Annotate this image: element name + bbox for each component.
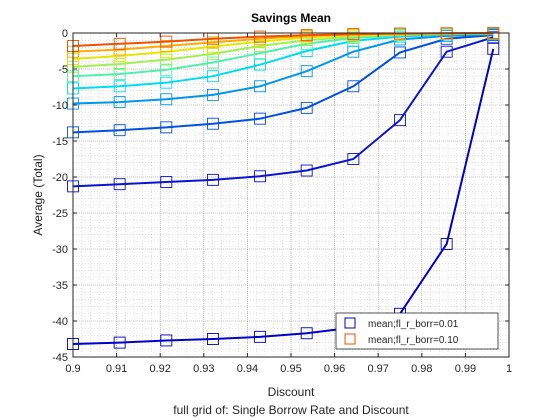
series-marker <box>160 93 173 106</box>
series-marker <box>300 327 313 340</box>
series-marker <box>440 45 453 58</box>
series-marker <box>254 330 266 343</box>
series-line <box>72 48 495 346</box>
series-marker <box>207 88 219 101</box>
y-tick-label: -15 <box>52 136 68 148</box>
series-line <box>72 36 494 188</box>
series-marker <box>254 58 266 71</box>
series-marker <box>160 334 173 347</box>
series-marker <box>113 58 126 70</box>
series-marker <box>113 336 126 349</box>
x-tick-label: 0.98 <box>411 363 432 375</box>
x-tick-label: 0.94 <box>237 363 258 375</box>
series-marker <box>394 46 406 59</box>
legend-box <box>335 312 499 350</box>
x-tick-label: 0.96 <box>324 363 345 375</box>
legend-marker <box>344 333 356 345</box>
series-marker <box>440 238 453 250</box>
series-marker <box>254 170 266 183</box>
x-axis-label: Discount <box>268 385 315 399</box>
y-tick-label: -25 <box>52 208 68 220</box>
series-marker <box>160 53 173 66</box>
chart-title: Savings Mean <box>251 11 331 25</box>
y-tick-label: -20 <box>52 172 68 184</box>
series-marker <box>113 37 126 50</box>
x-tick-label: 0.93 <box>193 363 214 375</box>
series-marker <box>347 153 360 165</box>
series-marker <box>347 80 360 93</box>
series-marker <box>207 56 219 69</box>
series-marker <box>254 112 266 125</box>
legend: mean;fl_r_borr=0.01 mean;fl_r_borr=0.10 <box>335 312 499 350</box>
x-tick-label: 0.92 <box>149 363 170 375</box>
y-tick-label: -30 <box>52 244 68 256</box>
x-tick-label: 0.9 <box>65 363 80 375</box>
series-marker <box>254 30 266 43</box>
y-axis: 0 -5 -10 -15 -20 -25 -30 -35 -40 -45 <box>52 28 509 364</box>
x-tick-label: 0.91 <box>106 363 127 375</box>
series-marker <box>113 124 126 137</box>
series-marker <box>300 65 313 78</box>
legend-marker <box>344 317 356 329</box>
series-marker <box>160 176 173 188</box>
x-tick-label: 0.95 <box>280 363 301 375</box>
series-marker <box>207 333 219 345</box>
series-marker <box>254 80 266 93</box>
y-tick-label: -10 <box>52 100 68 112</box>
legend-entry: mean;fl_r_borr=0.01 <box>368 319 459 330</box>
series-marker <box>347 28 360 41</box>
series-marker <box>160 35 173 48</box>
y-axis-label: Average (Total) <box>31 154 45 235</box>
series-marker <box>113 80 126 93</box>
series-marker <box>254 47 266 60</box>
series-marker <box>487 42 500 55</box>
series-line <box>72 34 494 134</box>
series-marker <box>113 96 126 109</box>
x-tick-label: 1 <box>506 363 512 375</box>
series-marker <box>207 70 219 83</box>
y-tick-label: -5 <box>58 64 68 76</box>
x-axis: 0.9 0.91 0.92 0.93 0.94 0.95 0.96 0.97 0.98 0.99 1 <box>65 33 512 375</box>
series-marker <box>113 178 126 191</box>
series-layer <box>67 27 500 350</box>
series-marker <box>300 164 313 177</box>
y-tick-label: 0 <box>62 28 68 40</box>
series-marker <box>113 68 126 80</box>
chart-subtitle: full grid of: Single Borrow Rate and Dis… <box>173 403 409 417</box>
series-line <box>72 33 494 105</box>
series-marker <box>300 101 313 114</box>
series-marker <box>160 63 173 76</box>
y-tick-label: -35 <box>52 280 68 292</box>
series-marker <box>160 121 173 134</box>
series-marker <box>300 29 313 42</box>
series-marker <box>207 117 219 130</box>
series-line <box>72 32 494 90</box>
x-tick-label: 0.99 <box>455 363 476 375</box>
y-tick-label: -45 <box>52 352 68 364</box>
x-tick-label: 0.97 <box>367 363 388 375</box>
series-marker <box>207 173 219 186</box>
series-marker <box>394 114 406 127</box>
series-marker <box>394 27 406 40</box>
legend-entry: mean;fl_r_borr=0.10 <box>368 335 459 346</box>
series-marker <box>207 47 219 60</box>
series-marker <box>160 76 173 89</box>
y-tick-label: -40 <box>52 316 68 328</box>
